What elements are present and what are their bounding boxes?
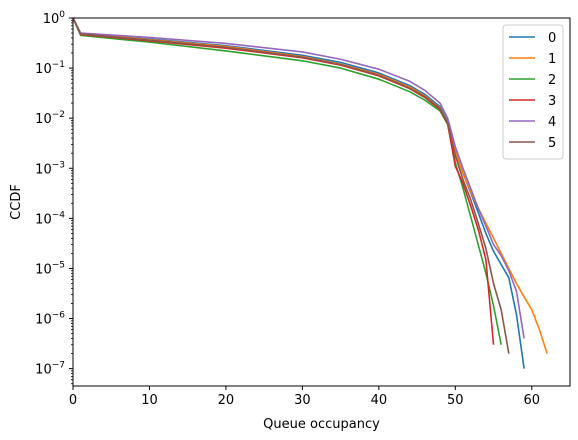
legend-label: 1 bbox=[548, 52, 556, 67]
legend-label: 0 bbox=[548, 31, 556, 46]
series-line-4 bbox=[72, 17, 525, 339]
x-tick-label: 40 bbox=[371, 393, 388, 408]
legend-label: 2 bbox=[548, 73, 556, 88]
y-axis-label: CCDF bbox=[9, 184, 24, 220]
y-tick-label: 10−3 bbox=[35, 160, 65, 177]
y-tick-label: 100 bbox=[43, 10, 66, 27]
series-line-0 bbox=[72, 17, 525, 369]
x-tick-label: 10 bbox=[141, 393, 158, 408]
x-tick-label: 50 bbox=[447, 393, 464, 408]
series-line-2 bbox=[72, 17, 502, 345]
legend-label: 4 bbox=[548, 115, 556, 130]
x-axis-label: Queue occupancy bbox=[263, 417, 380, 432]
x-tick-label: 30 bbox=[294, 393, 311, 408]
x-tick-label: 60 bbox=[523, 393, 540, 408]
plot-area-frame bbox=[72, 17, 571, 387]
y-tick-label: 10−7 bbox=[35, 361, 65, 378]
x-tick-label: 0 bbox=[69, 393, 77, 408]
series-line-5 bbox=[72, 17, 510, 354]
series-line-1 bbox=[72, 17, 548, 354]
legend-label: 3 bbox=[548, 94, 556, 109]
series-line-3 bbox=[72, 17, 495, 345]
y-tick-label: 10−1 bbox=[35, 60, 65, 77]
y-tick-label: 10−6 bbox=[35, 311, 65, 328]
legend-label: 5 bbox=[548, 136, 556, 151]
y-tick-label: 10−5 bbox=[35, 260, 65, 277]
y-tick-label: 10−2 bbox=[35, 110, 65, 127]
legend: 0 1 2 3 4 5 bbox=[502, 24, 564, 160]
y-tick-label: 10−4 bbox=[35, 210, 65, 227]
x-tick-label: 20 bbox=[218, 393, 235, 408]
